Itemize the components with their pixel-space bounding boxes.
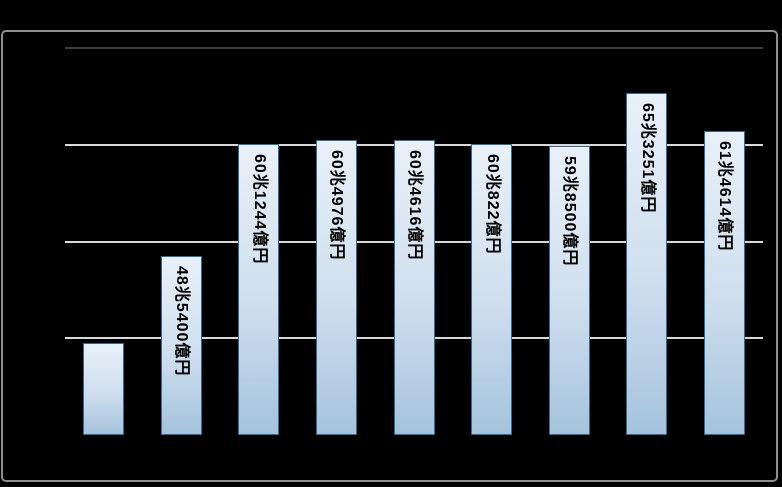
bar-value-label: 60兆1244億円 xyxy=(250,153,268,264)
bar: 65兆3251億円 xyxy=(626,93,668,435)
bar: 61兆4614億円 xyxy=(703,130,745,435)
bar: 60兆822億円 xyxy=(471,143,513,435)
bar: 60兆4616億円 xyxy=(393,140,435,435)
bar: 48兆5400億円 xyxy=(160,255,202,435)
plot-area: 48兆5400億円 60兆1244億円 60兆4976億円 60兆4616億円 60兆8… xyxy=(65,47,763,435)
bar-value-label: 60兆4616億円 xyxy=(406,150,423,261)
gridline xyxy=(65,47,763,49)
bar-value-label: 60兆822億円 xyxy=(483,153,501,255)
bar-value-label: 61兆4614億円 xyxy=(716,140,734,252)
bar: 60兆1244億円 xyxy=(238,143,280,435)
bar-value-label: 59兆8500億円 xyxy=(561,156,579,267)
bar-value-label: 60兆4976億円 xyxy=(328,149,346,261)
bar xyxy=(83,343,125,435)
bar: 59兆8500億円 xyxy=(548,146,590,435)
bar: 60兆4976億円 xyxy=(315,139,357,435)
bar-value-label: 65兆3251億円 xyxy=(638,103,656,214)
bar-value-label: 48兆5400億円 xyxy=(173,265,191,377)
